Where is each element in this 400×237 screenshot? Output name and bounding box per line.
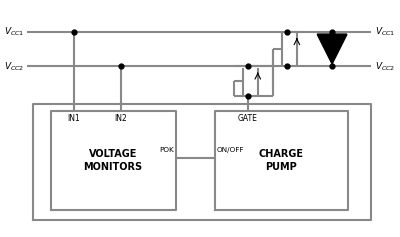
Polygon shape — [317, 34, 347, 64]
Text: IN2: IN2 — [114, 114, 127, 123]
Text: $V_{CC1}$: $V_{CC1}$ — [4, 26, 24, 38]
Text: $V_{CC2}$: $V_{CC2}$ — [375, 60, 396, 73]
Text: GATE: GATE — [238, 114, 258, 123]
Text: $V_{CC1}$: $V_{CC1}$ — [375, 26, 396, 38]
Text: ON/OFF: ON/OFF — [217, 147, 244, 154]
Text: VOLTAGE
MONITORS: VOLTAGE MONITORS — [84, 149, 143, 172]
Text: CHARGE
PUMP: CHARGE PUMP — [259, 149, 304, 172]
Text: POK: POK — [159, 147, 174, 154]
Text: $V_{CC2}$: $V_{CC2}$ — [4, 60, 24, 73]
Text: IN1: IN1 — [68, 114, 80, 123]
